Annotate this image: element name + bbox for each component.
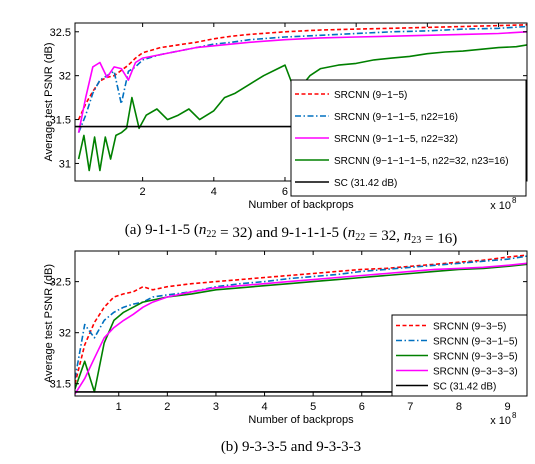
caption-text: (b) 9-3-3-5 and 9-3-3-3 [221, 439, 361, 455]
caption-subscript: 23 [411, 235, 421, 246]
x-tick-label: 5 [310, 401, 316, 413]
legend-label: SRCNN (9−1−5) [334, 90, 407, 101]
caption-text: = 32) and 9-1-1-1-5 ( [216, 225, 347, 241]
x-tick-label: 2 [140, 186, 146, 198]
y-tick-label: 31.5 [50, 379, 71, 391]
series-line-2 [77, 31, 527, 133]
legend-label: SRCNN (9−3−1−5) [433, 337, 518, 348]
legend-label: SRCNN (9−1−1−5, n22=16) [334, 112, 458, 123]
x-axis-label: Number of backprops [248, 199, 354, 211]
caption-text: (a) 9-1-1-5 ( [125, 222, 199, 238]
series-line-2 [75, 263, 527, 393]
caption-var: n [348, 225, 356, 241]
caption-text: = 16) [421, 231, 457, 247]
legend-label: SRCNN (9−1−1−1−5, n22=32, n23=16) [334, 156, 509, 167]
y-tick-label: 32 [59, 71, 71, 83]
caption-subscript: 22 [206, 229, 216, 240]
x-multiplier: x 10 [490, 415, 511, 427]
legend: SRCNN (9−3−5) SRCNN (9−3−1−5) SRCNN (9−3−3… [391, 314, 528, 397]
caption: (b) 9-3-3-5 and 9-3-3-3 [221, 439, 361, 455]
y-tick-label: 32.5 [50, 27, 71, 39]
caption-subscript: 22 [355, 232, 365, 243]
series-line-1 [75, 255, 527, 379]
x-tick-label: 6 [359, 401, 365, 413]
legend: SRCNN (9−1−5) SRCNN (9−1−1−5, n22=16) SRCN… [290, 79, 527, 197]
legend-label: SRCNN (9−3−5) [433, 322, 506, 333]
series-line-3 [75, 262, 527, 395]
legend-label: SRCNN (9−1−1−5, n22=32) [334, 134, 458, 145]
y-axis-label: Average test PSNR (dB) [43, 264, 55, 383]
x-axis-label: Number of backprops [248, 414, 354, 426]
x-multiplier-exponent: 8 [512, 411, 517, 420]
x-multiplier-exponent: 8 [512, 196, 517, 205]
x-tick-label: 2 [164, 401, 170, 413]
caption: (a) 9-1-1-5 (n22 = 32) and 9-1-1-1-5 (n2… [125, 222, 457, 247]
x-tick-label: 9 [504, 401, 510, 413]
caption-var: n [404, 228, 412, 244]
x-tick-label: 7 [407, 401, 413, 413]
y-tick-label: 32.5 [50, 277, 71, 289]
y-tick-label: 31.5 [50, 115, 71, 127]
x-tick-label: 1 [116, 401, 122, 413]
caption-text: = 32, [365, 228, 403, 244]
legend-label: SRCNN (9−3−3−3) [433, 367, 518, 378]
series-line-0 [77, 24, 527, 120]
legend-label: SC (31.42 dB) [433, 382, 496, 393]
x-multiplier: x 10 [490, 200, 511, 212]
y-axis-label: Average test PSNR (dB) [43, 42, 55, 161]
caption-var: n [199, 222, 207, 238]
legend-label: SC (31.42 dB) [334, 178, 397, 189]
series-line-3 [77, 44, 527, 172]
x-tick-label: 6 [282, 186, 288, 198]
x-tick-label: 3 [213, 401, 219, 413]
x-tick-label: 4 [261, 401, 267, 413]
x-tick-label: 8 [456, 401, 462, 413]
legend-box [290, 79, 527, 197]
y-tick-label: 31 [59, 158, 71, 170]
y-tick-label: 32 [59, 328, 71, 340]
x-tick-label: 4 [211, 186, 217, 198]
legend-label: SRCNN (9−3−3−5) [433, 352, 518, 363]
